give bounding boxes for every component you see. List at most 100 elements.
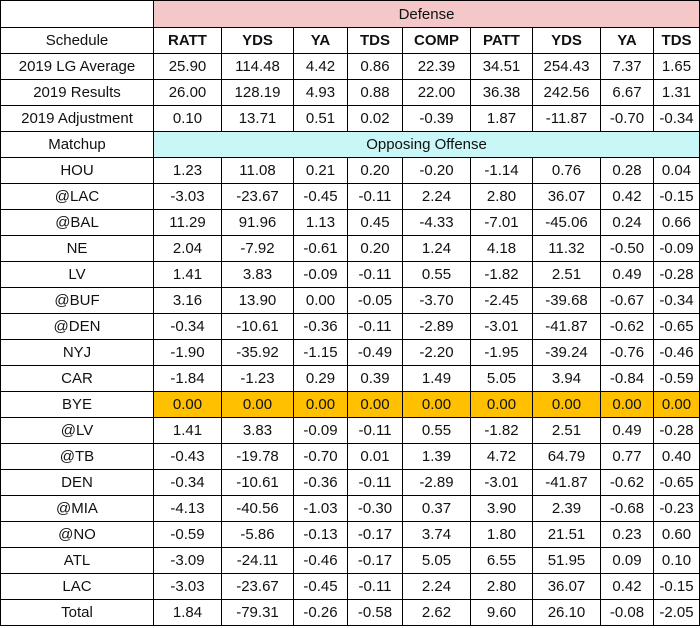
row-label: CAR <box>0 365 154 392</box>
value-cell: -1.82 <box>470 417 533 444</box>
value-cell: -0.11 <box>347 313 403 340</box>
total-row: Total 1.84 -79.31 -0.26 -0.58 2.62 9.60 26.10 -0… <box>0 599 700 626</box>
row-label: @MIA <box>0 495 154 522</box>
value-cell: 1.39 <box>402 443 471 470</box>
schedule-label: Schedule <box>0 27 154 54</box>
column-header: RATT <box>153 27 222 54</box>
value-cell: -2.89 <box>402 469 471 496</box>
value-cell: 0.60 <box>652 521 700 548</box>
value-cell: 0.00 <box>153 391 222 418</box>
matchup-row: HOU 1.23 11.08 0.21 0.20 -0.20 -1.14 0.76 0.28 0.… <box>0 157 700 184</box>
value-cell: 3.94 <box>532 365 601 392</box>
value-cell: -1.84 <box>153 365 222 392</box>
row-label: 2019 LG Average <box>0 53 154 80</box>
value-cell: 0.77 <box>600 443 654 470</box>
value-cell: 0.86 <box>347 53 403 80</box>
matchup-row: @BAL 11.29 91.96 1.13 0.45 -4.33 -7.01 -45.06 0.… <box>0 209 700 236</box>
column-header: YA <box>293 27 348 54</box>
value-cell: -11.87 <box>532 105 601 132</box>
value-cell: 0.55 <box>402 261 471 288</box>
row-label: LV <box>0 261 154 288</box>
column-header-row: Schedule RATT YDS YA TDS COMP PATT YDS Y… <box>0 27 700 54</box>
value-cell: 0.76 <box>532 157 601 184</box>
value-cell: 64.79 <box>532 443 601 470</box>
matchup-row: @LV 1.41 3.83 -0.09 -0.11 0.55 -1.82 2.51 0.49 -0… <box>0 417 700 444</box>
value-cell: -0.34 <box>652 105 700 132</box>
value-cell: 13.71 <box>221 105 294 132</box>
row-label: DEN <box>0 469 154 496</box>
matchup-row: @TB -0.43 -19.78 -0.70 0.01 1.39 4.72 64.79 0.77… <box>0 443 700 470</box>
value-cell: 0.01 <box>347 443 403 470</box>
value-cell: 1.23 <box>153 157 222 184</box>
value-cell: -40.56 <box>221 495 294 522</box>
value-cell: 22.00 <box>402 79 471 106</box>
value-cell: 0.00 <box>293 287 348 314</box>
value-cell: -0.34 <box>652 287 700 314</box>
value-cell: 0.00 <box>532 391 601 418</box>
value-cell: 4.72 <box>470 443 533 470</box>
value-cell: 36.07 <box>532 573 601 600</box>
value-cell: -0.65 <box>652 313 700 340</box>
value-cell: -5.86 <box>221 521 294 548</box>
value-cell: -0.67 <box>600 287 654 314</box>
value-cell: 0.66 <box>652 209 700 236</box>
matchup-row: DEN -0.34 -10.61 -0.36 -0.11 -2.89 -3.01 -41.87… <box>0 469 700 496</box>
value-cell: 0.42 <box>600 183 654 210</box>
value-cell: -23.67 <box>221 573 294 600</box>
value-cell: 0.42 <box>600 573 654 600</box>
value-cell: -35.92 <box>221 339 294 366</box>
value-cell: -39.24 <box>532 339 601 366</box>
value-cell: 51.95 <box>532 547 601 574</box>
value-cell: 0.00 <box>293 391 348 418</box>
value-cell: -39.68 <box>532 287 601 314</box>
column-header: YDS <box>221 27 294 54</box>
value-cell: -0.09 <box>293 261 348 288</box>
value-cell: -0.49 <box>347 339 403 366</box>
value-cell: 2.39 <box>532 495 601 522</box>
value-cell: -7.92 <box>221 235 294 262</box>
value-cell: -0.58 <box>347 599 403 626</box>
value-cell: -79.31 <box>221 599 294 626</box>
matchup-row: @NO -0.59 -5.86 -0.13 -0.17 3.74 1.80 21.51 0.23… <box>0 521 700 548</box>
value-cell: -0.34 <box>153 313 222 340</box>
value-cell: 0.20 <box>347 235 403 262</box>
value-cell: 25.90 <box>153 53 222 80</box>
value-cell: -0.65 <box>652 469 700 496</box>
value-cell: 1.65 <box>652 53 700 80</box>
value-cell: -0.84 <box>600 365 654 392</box>
value-cell: 91.96 <box>221 209 294 236</box>
summary-row: 2019 Adjustment 0.10 13.71 0.51 0.02 -0.39 1.8… <box>0 105 700 132</box>
value-cell: 0.28 <box>600 157 654 184</box>
column-header: YDS <box>532 27 601 54</box>
value-cell: -0.11 <box>347 183 403 210</box>
column-header: TDS <box>347 27 403 54</box>
value-cell: -0.13 <box>293 521 348 548</box>
matchup-row: ATL -3.09 -24.11 -0.46 -0.17 5.05 6.55 51.95 0.0… <box>0 547 700 574</box>
value-cell: 1.87 <box>470 105 533 132</box>
value-cell: 0.49 <box>600 261 654 288</box>
row-label: @LV <box>0 417 154 444</box>
matchup-row: @DEN -0.34 -10.61 -0.36 -0.11 -2.89 -3.01 -41.8… <box>0 313 700 340</box>
value-cell: 7.37 <box>600 53 654 80</box>
value-cell: 2.51 <box>532 417 601 444</box>
value-cell: 0.10 <box>153 105 222 132</box>
value-cell: 2.24 <box>402 183 471 210</box>
value-cell: 1.13 <box>293 209 348 236</box>
value-cell: 3.83 <box>221 261 294 288</box>
value-cell: 0.00 <box>652 391 700 418</box>
value-cell: -1.14 <box>470 157 533 184</box>
value-cell: 3.16 <box>153 287 222 314</box>
value-cell: 0.00 <box>600 391 654 418</box>
bye-row: BYE 0.00 0.00 0.00 0.00 0.00 0.00 0.00 0.00 0.00 <box>0 391 700 418</box>
value-cell: 36.07 <box>532 183 601 210</box>
value-cell: -0.09 <box>293 417 348 444</box>
value-cell: -3.03 <box>153 573 222 600</box>
value-cell: -0.70 <box>600 105 654 132</box>
value-cell: 242.56 <box>532 79 601 106</box>
value-cell: -0.46 <box>293 547 348 574</box>
value-cell: -3.01 <box>470 313 533 340</box>
value-cell: 0.23 <box>600 521 654 548</box>
matchup-row: LAC -3.03 -23.67 -0.45 -0.11 2.24 2.80 36.07 0.4… <box>0 573 700 600</box>
value-cell: 34.51 <box>470 53 533 80</box>
value-cell: 114.48 <box>221 53 294 80</box>
